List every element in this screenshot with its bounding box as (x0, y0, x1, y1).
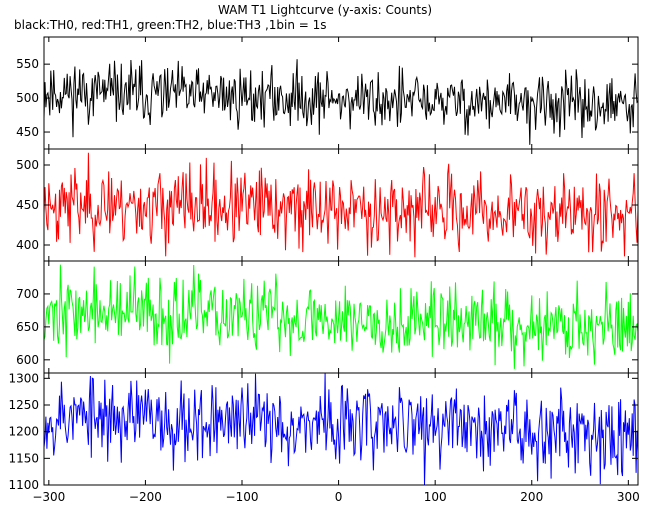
panel-frame-3 (43, 260, 639, 374)
y-tick-label: 650 (16, 320, 39, 334)
y-tick-label: 1300 (8, 371, 39, 385)
x-tick-label: −300 (32, 490, 65, 504)
y-tick-label: 400 (16, 238, 39, 252)
y-tick-label: 1250 (8, 398, 39, 412)
x-tick-label: −200 (129, 490, 162, 504)
x-tick-label: 200 (520, 490, 543, 504)
panel-frame-4 (43, 372, 639, 486)
y-tick-label: 1150 (8, 451, 39, 465)
y-tick-label: 1200 (8, 425, 39, 439)
y-tick-label: 700 (16, 287, 39, 301)
series-TH2 (43, 264, 639, 369)
y-tick-label: 450 (16, 125, 39, 139)
y-tick-label: 600 (16, 353, 39, 367)
y-tick-label: 450 (16, 198, 39, 212)
series-TH3 (43, 372, 639, 486)
chart-subtitle: black:TH0, red:TH1, green:TH2, blue:TH3 … (14, 18, 327, 32)
series-TH0 (43, 59, 639, 145)
y-tick-label: 500 (16, 158, 39, 172)
x-tick-label: 0 (335, 490, 343, 504)
y-tick-label: 550 (16, 57, 39, 71)
chart-title: WAM T1 Lightcurve (y-axis: Counts) (217, 3, 433, 17)
x-tick-label: 300 (617, 490, 640, 504)
y-tick-label: 500 (16, 91, 39, 105)
series-TH1 (43, 152, 639, 258)
x-tick-label: 100 (424, 490, 447, 504)
y-tick-label: 1100 (8, 478, 39, 492)
x-tick-label: −100 (226, 490, 259, 504)
